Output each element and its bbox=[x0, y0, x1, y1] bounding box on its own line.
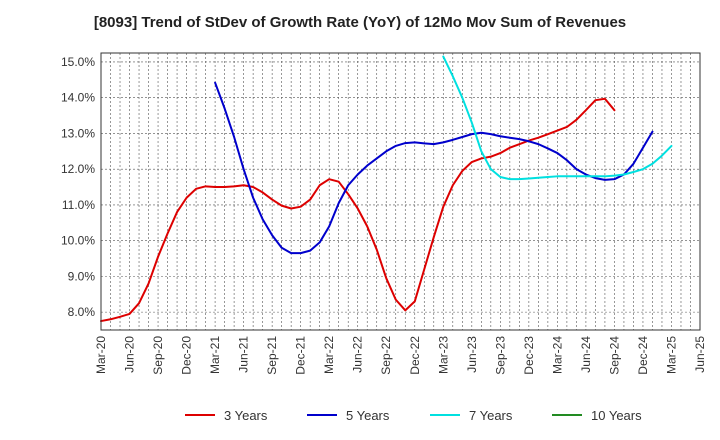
x-tick-label: Mar-24 bbox=[550, 336, 564, 374]
legend: 3 Years 5 Years 7 Years 10 Years bbox=[185, 408, 642, 423]
x-tick-label: Sep-24 bbox=[607, 336, 621, 375]
y-tick-label: 13.0% bbox=[61, 126, 95, 140]
y-tick-label: 11.0% bbox=[62, 198, 95, 212]
series-line-3-years bbox=[100, 97, 616, 323]
x-tick-label: Jun-21 bbox=[237, 336, 251, 373]
series-layer bbox=[100, 55, 673, 323]
plot-frame bbox=[100, 52, 701, 331]
axis-labels: 8.0% 9.0% 10.0% 11.0% 12.0% 13.0% 14.0% 15.0% Ma… bbox=[61, 55, 707, 375]
x-tick-label: Dec-21 bbox=[294, 336, 308, 375]
x-tick-label: Mar-20 bbox=[94, 336, 108, 374]
x-tick-label: Jun-20 bbox=[123, 336, 137, 373]
x-tick-label: Dec-20 bbox=[180, 336, 194, 375]
y-tick-label: 12.0% bbox=[61, 162, 95, 176]
y-tick-label: 14.0% bbox=[61, 91, 95, 105]
y-tick-label: 15.0% bbox=[61, 55, 95, 69]
x-tick-label: Sep-20 bbox=[151, 336, 165, 375]
x-tick-label: Jun-23 bbox=[465, 336, 479, 373]
y-tick-label: 10.0% bbox=[61, 234, 95, 248]
x-tick-label: Dec-22 bbox=[408, 336, 422, 375]
x-tick-label: Dec-23 bbox=[522, 336, 536, 375]
x-tick-label: Sep-23 bbox=[493, 336, 507, 375]
legend-label: 5 Years bbox=[346, 408, 390, 423]
x-tick-label: Jun-22 bbox=[351, 336, 365, 373]
chart-title: [8093] Trend of StDev of Growth Rate (Yo… bbox=[93, 14, 627, 31]
x-tick-label: Jun-24 bbox=[579, 336, 593, 373]
x-tick-label: Mar-23 bbox=[436, 336, 450, 374]
x-tick-label: Mar-25 bbox=[664, 336, 678, 374]
x-tick-label: Dec-24 bbox=[636, 336, 650, 375]
y-tick-label: 8.0% bbox=[68, 305, 96, 319]
x-tick-label: Jun-25 bbox=[693, 336, 707, 373]
legend-label: 7 Years bbox=[469, 408, 513, 423]
legend-label: 3 Years bbox=[224, 408, 268, 423]
x-tick-label: Mar-22 bbox=[322, 336, 336, 374]
x-tick-label: Sep-22 bbox=[379, 336, 393, 375]
x-tick-label: Sep-21 bbox=[265, 336, 279, 375]
legend-label: 10 Years bbox=[591, 408, 642, 423]
series-line-7-years bbox=[442, 55, 673, 181]
x-tick-label: Mar-21 bbox=[208, 336, 222, 374]
series-line-5-years bbox=[214, 81, 654, 255]
y-tick-label: 9.0% bbox=[68, 269, 96, 283]
grid-layer bbox=[101, 53, 700, 330]
